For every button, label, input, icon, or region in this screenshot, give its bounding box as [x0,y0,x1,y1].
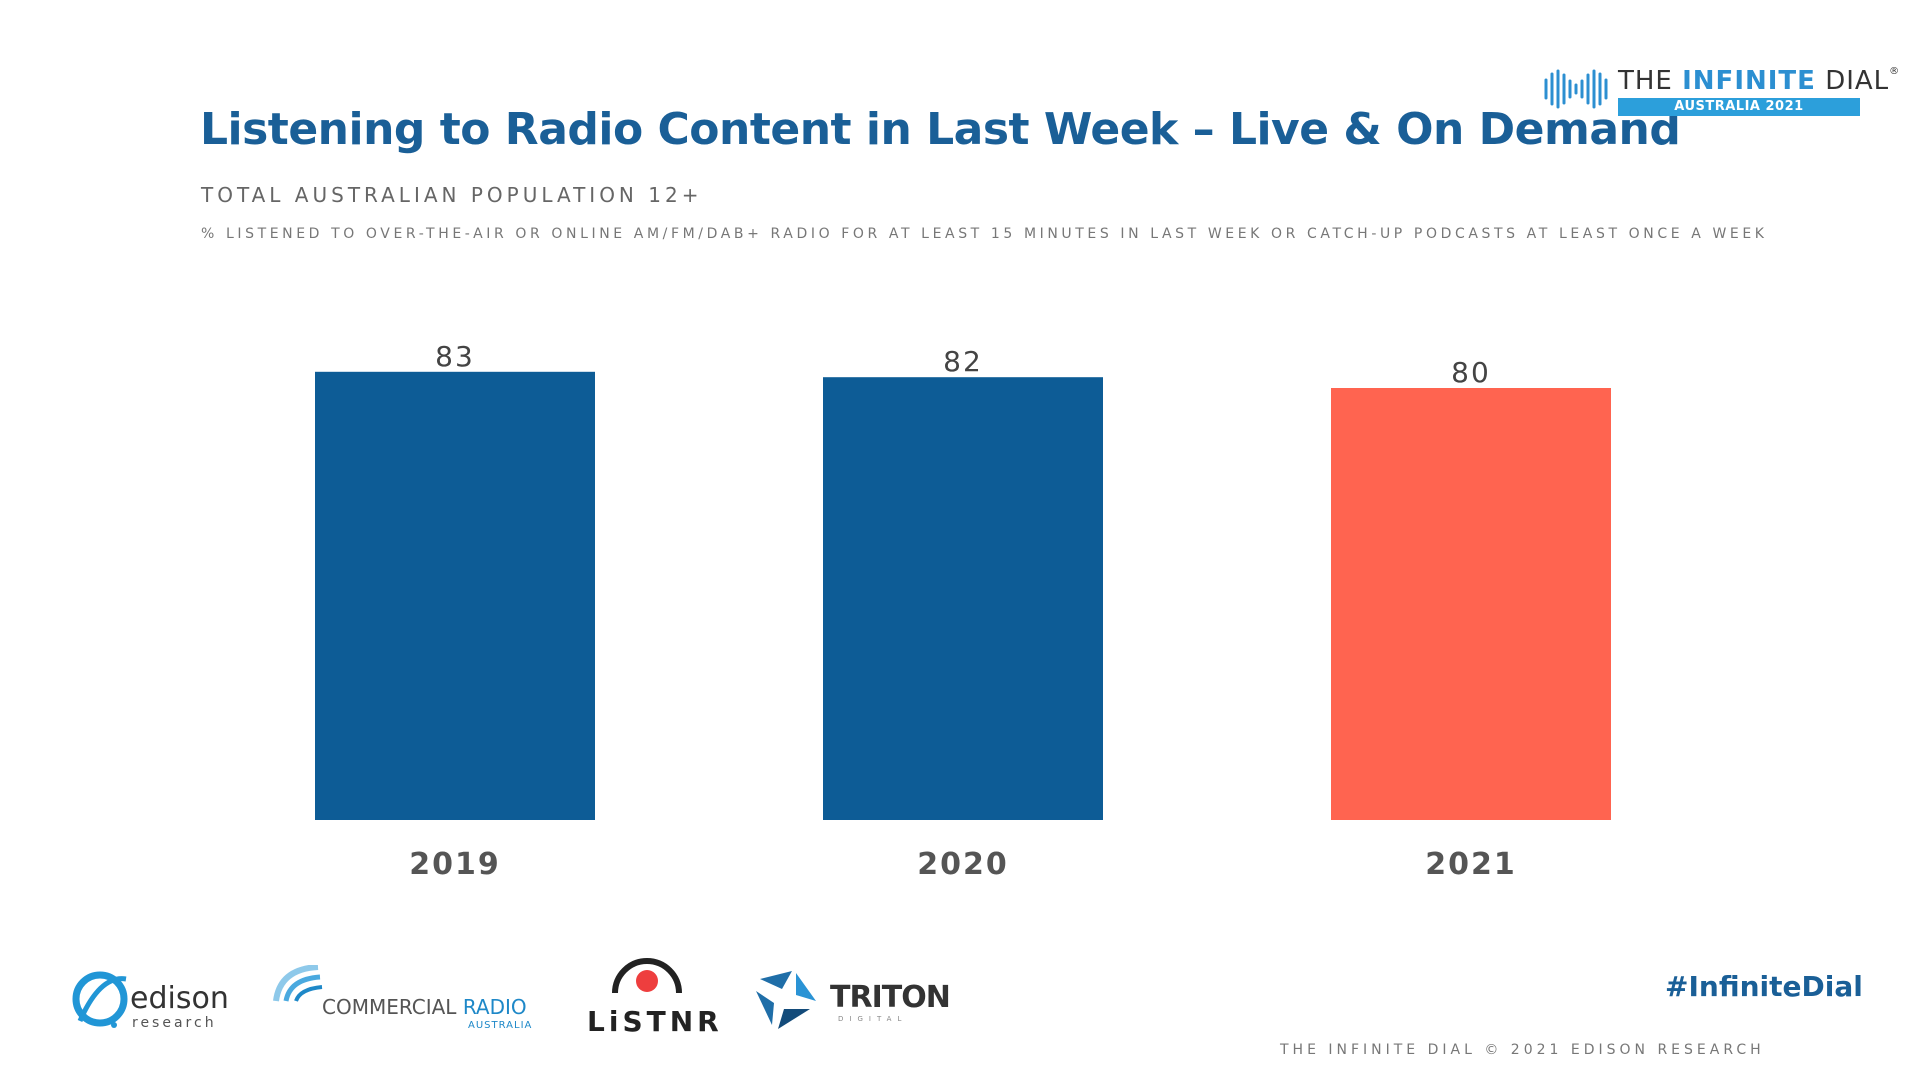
bar-2019 [315,371,595,820]
cra-subtext: AUSTRALIA [468,1020,533,1031]
triton-triangle-icon [756,971,816,1029]
edison-subtext: research [132,1015,217,1031]
infinite-dial-badge: THE INFINITE DIAL® AUSTRALIA 2021 [1540,66,1899,118]
value-label-2019: 83 [435,340,475,373]
cra-wordmark: COMMERCIAL RADIO [322,995,527,1019]
triton-digital-logo: TRITON DIGITAL [752,965,951,1035]
footer-credit: THE INFINITE DIAL © 2021 EDISON RESEARCH [1280,1042,1765,1058]
infinity-waveform-icon [1544,69,1608,109]
category-label-2021: 2021 [1425,847,1517,882]
bar-2021 [1331,388,1611,820]
category-label-2019: 2019 [409,847,501,882]
edison-globe-icon [72,971,128,1028]
headphone-dot-icon [612,958,682,994]
brand-name: THE INFINITE DIAL® [1618,66,1901,96]
edison-research-logo: edison research [70,965,240,1035]
hashtag: #InfiniteDial [1665,970,1863,1003]
listnr-logo: LiSTNR [585,945,719,1040]
chart-description: % LISTENED TO OVER-THE-AIR OR ONLINE AM/… [201,226,1768,242]
triton-wordmark: TRITON [830,980,951,1015]
commercial-radio-australia-logo: COMMERCIAL RADIO AUSTRALIA [270,964,550,1035]
value-label-2020: 82 [943,345,983,378]
triton-subtext: DIGITAL [838,1015,908,1023]
chart-subtitle: TOTAL AUSTRALIAN POPULATION 12+ [201,183,703,207]
category-label-2020: 2020 [917,847,1009,882]
value-label-2021: 80 [1451,356,1491,389]
listnr-wordmark: LiSTNR [587,1005,723,1038]
bars-group: 83 2019 82 2020 80 2021 [315,340,1611,882]
page-title: Listening to Radio Content in Last Week … [200,104,1681,155]
bar-2020 [823,377,1103,820]
edison-wordmark: edison [130,981,229,1016]
brand-edition: AUSTRALIA 2021 [1618,98,1860,116]
radio-wave-icon [273,964,323,1002]
